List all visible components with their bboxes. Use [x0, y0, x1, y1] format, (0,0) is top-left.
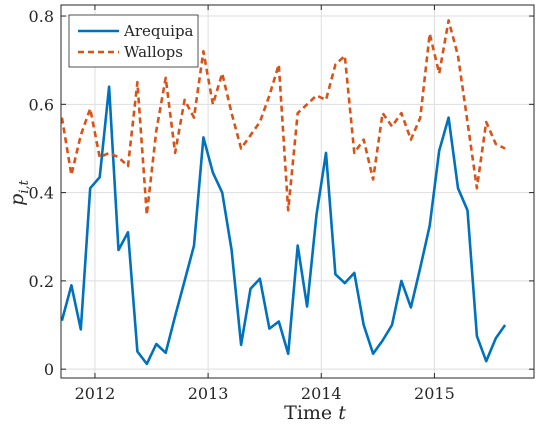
- x-tick-label-2015: 2015: [414, 384, 455, 403]
- y-tick-label-4: 0.8: [29, 7, 54, 26]
- y-axis-title: pi,t: [6, 179, 32, 205]
- series-line-arequipa: [60, 85, 507, 366]
- x-axis-title: Time t: [284, 402, 346, 424]
- legend-box: [68, 14, 199, 68]
- legend: Arequipa Wallops: [68, 14, 199, 68]
- legend-label-wallops: Wallops: [124, 43, 183, 61]
- series-layer: [60, 19, 507, 366]
- y-tick-label-3: 0.6: [29, 95, 54, 114]
- series-line-wallops: [60, 19, 506, 216]
- x-tick-label-2014: 2014: [301, 384, 342, 403]
- axes: [60, 4, 535, 379]
- legend-label-arequipa: Arequipa: [123, 22, 194, 40]
- y-tick-label-0: 0: [44, 360, 54, 379]
- y-tick-label-2: 0.4: [29, 184, 54, 203]
- x-tick-label-2012: 2012: [75, 384, 116, 403]
- axes-frame: [60, 4, 535, 379]
- x-tick-label-2013: 2013: [188, 384, 229, 403]
- y-tick-label-1: 0.2: [29, 272, 54, 291]
- tick-labels: 2012 2013 2014 2015 0 0.2 0.4 0.6 0.8: [29, 7, 455, 403]
